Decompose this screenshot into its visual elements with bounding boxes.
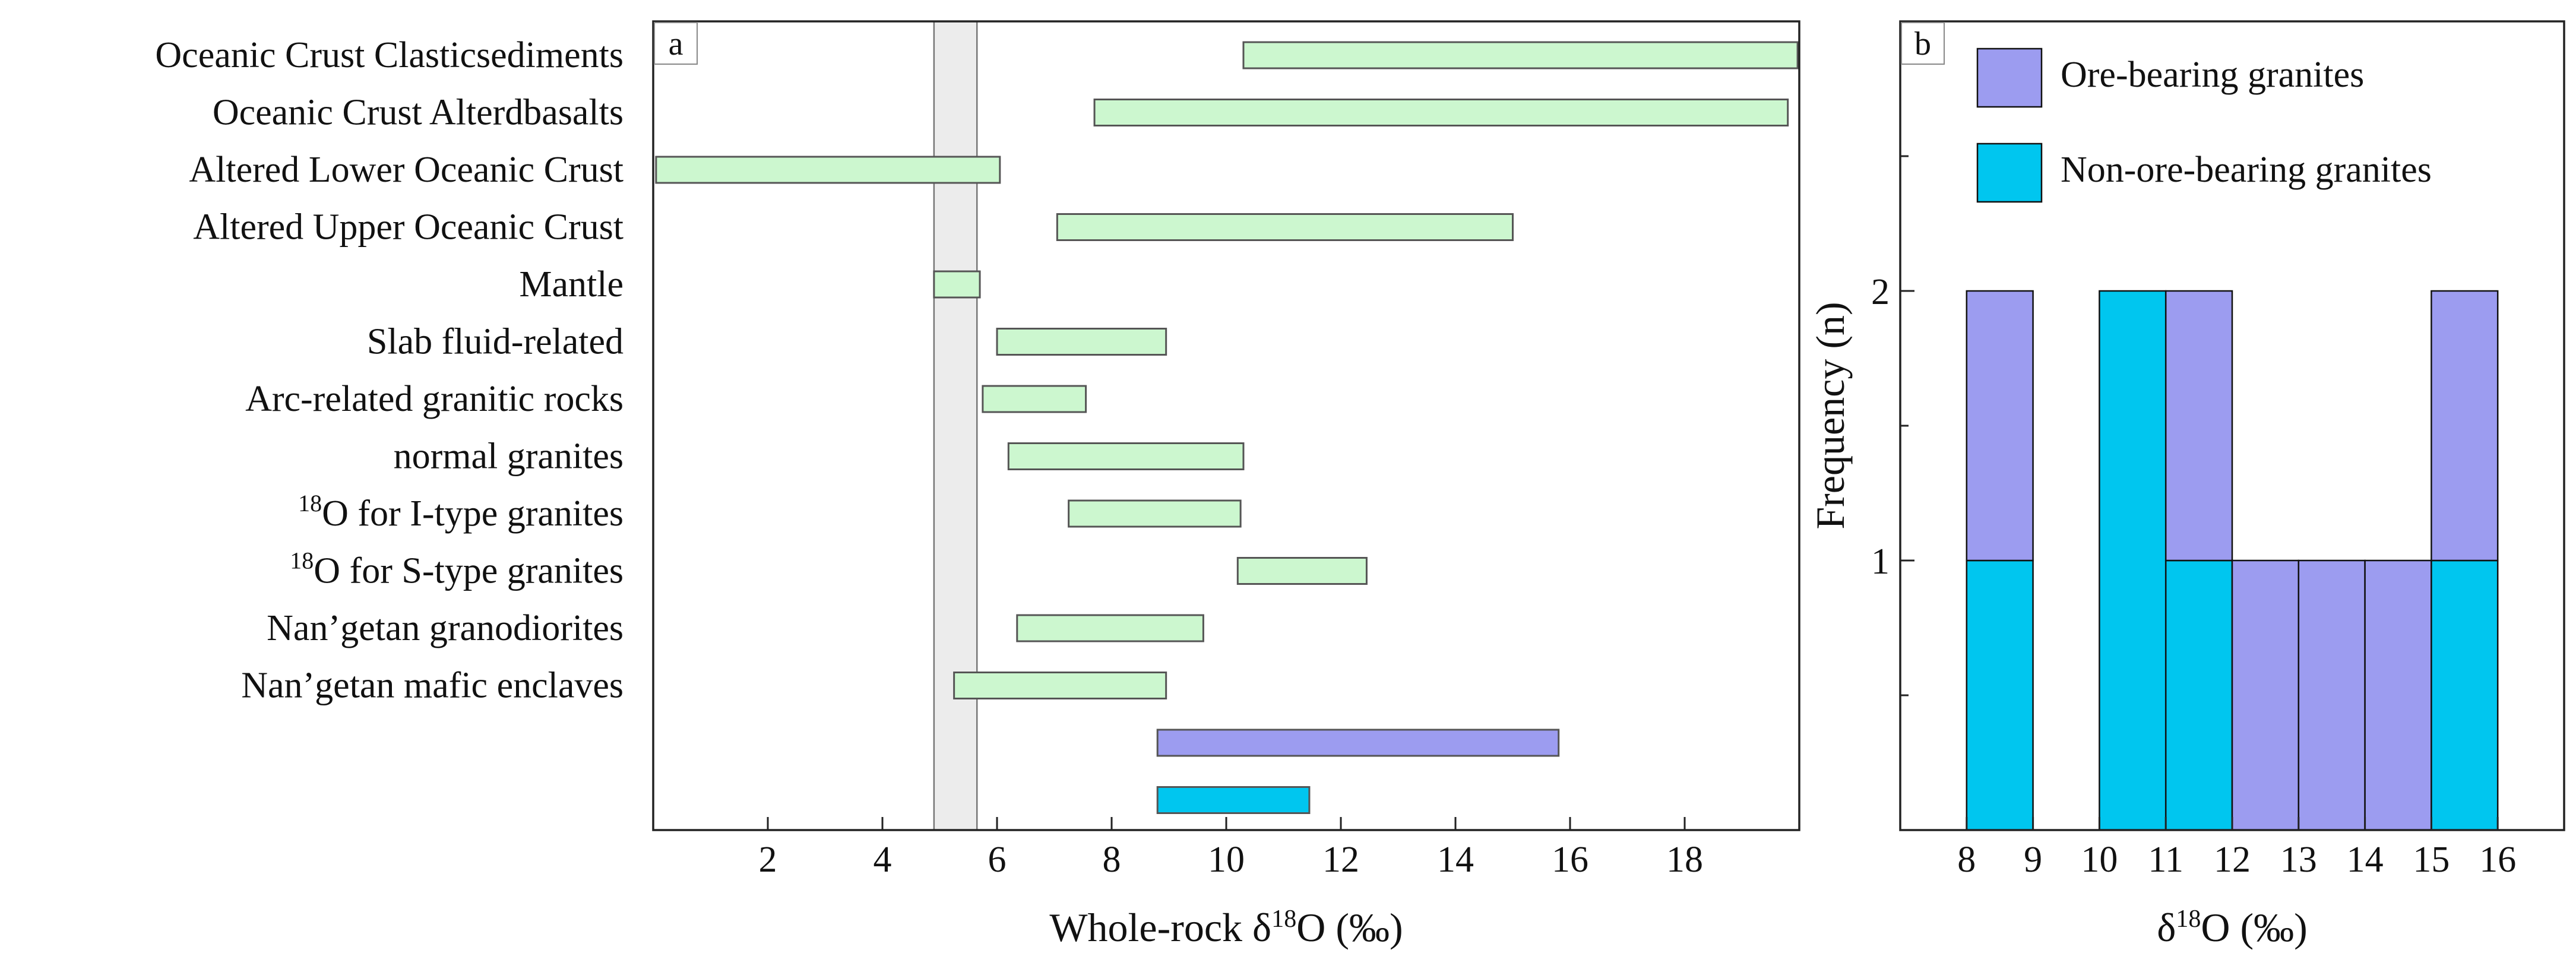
x-tick-label: 13: [2280, 840, 2317, 880]
panel-letter-box: [654, 22, 698, 65]
x-tick-label: 12: [1322, 840, 1359, 880]
histogram-bar-ore: [2431, 290, 2499, 562]
x-tick-label: 10: [2081, 840, 2118, 880]
histogram-bar-ore: [2231, 559, 2300, 831]
category-label: Oceanic Crust Clasticsediments: [155, 35, 624, 75]
y-tick-label: 1: [1871, 542, 1890, 582]
panel-letter: b: [1914, 26, 1931, 62]
category-label: normal granites: [394, 436, 624, 477]
x-tick-label: 15: [2413, 840, 2450, 880]
range-bar: [953, 672, 1167, 699]
category-label: 18O for S-type granites: [290, 547, 624, 591]
histogram-bar-ore: [1966, 290, 2034, 562]
y-tick-label: 2: [1871, 272, 1890, 312]
x-tick-label: 8: [1957, 840, 1976, 880]
x-axis-title: Whole-rock δ18O (‰): [1049, 905, 1403, 950]
x-tick-label: 6: [988, 840, 1007, 880]
range-bar: [1007, 442, 1245, 470]
legend-swatch: [1976, 48, 2043, 108]
x-tick-label: 18: [1666, 840, 1703, 880]
range-bar: [1093, 99, 1789, 126]
range-bar: [996, 328, 1167, 356]
legend-label: Ore-bearing granites: [2061, 55, 2364, 95]
panel-a-frame: [652, 20, 1800, 831]
histogram-bar-non-ore: [2431, 559, 2499, 831]
category-label: Oceanic Crust Alterdbasalts: [213, 93, 624, 133]
x-tick-label: 8: [1103, 840, 1121, 880]
category-label: Arc-related granitic rocks: [245, 379, 624, 419]
x-tick-label: 10: [1208, 840, 1245, 880]
range-bar: [933, 270, 981, 299]
category-label: Slab fluid-related: [367, 322, 624, 362]
range-bar: [982, 385, 1087, 413]
range-bar: [1242, 41, 1799, 69]
x-axis-title: δ18O (‰): [2157, 905, 2308, 950]
panel-a-chart: Oceanic Crust Clasticsediments Oceanic Cr…: [155, 20, 1800, 950]
histogram-bar-ore: [2297, 559, 2366, 831]
range-bar: [1056, 213, 1514, 241]
range-bar: [1236, 557, 1368, 585]
panel-letter: a: [669, 26, 683, 62]
mantle-band: [933, 20, 978, 831]
histogram-bar-non-ore: [2099, 290, 2167, 831]
legend-label: Non-ore-bearing granites: [2061, 150, 2432, 190]
x-tick-label: 14: [1437, 840, 1474, 880]
range-bar: [1016, 614, 1204, 642]
histogram-bar-ore: [2364, 559, 2432, 831]
category-label: Mantle: [519, 264, 624, 305]
range-bar: [1156, 729, 1560, 757]
x-tick-label: 2: [759, 840, 777, 880]
x-tick-label: 12: [2214, 840, 2251, 880]
range-bar: [655, 156, 1001, 184]
range-bar: [1156, 786, 1311, 814]
x-tick-label: 14: [2347, 840, 2384, 880]
x-tick-label: 16: [1552, 840, 1588, 880]
x-tick-label: 9: [2024, 840, 2042, 880]
category-label: Altered Upper Oceanic Crust: [193, 207, 624, 248]
y-axis-title: Frequency (n): [1808, 302, 1853, 529]
category-label: 18O for I-type granites: [298, 490, 624, 534]
histogram-bar-non-ore: [1966, 559, 2034, 831]
category-label: Nan’getan granodiorites: [267, 608, 624, 648]
x-tick-label: 11: [2148, 840, 2183, 880]
x-tick-label: 16: [2479, 840, 2516, 880]
histogram-bar-non-ore: [2164, 559, 2233, 831]
range-bar: [1068, 499, 1242, 528]
histogram-bar-ore: [2164, 290, 2233, 562]
legend-swatch: [1976, 142, 2043, 203]
x-tick-label: 4: [874, 840, 892, 880]
panel-letter-box: [1901, 22, 1945, 65]
category-label: Nan’getan mafic enclaves: [241, 666, 624, 706]
category-label: Altered Lower Oceanic Crust: [189, 150, 624, 190]
